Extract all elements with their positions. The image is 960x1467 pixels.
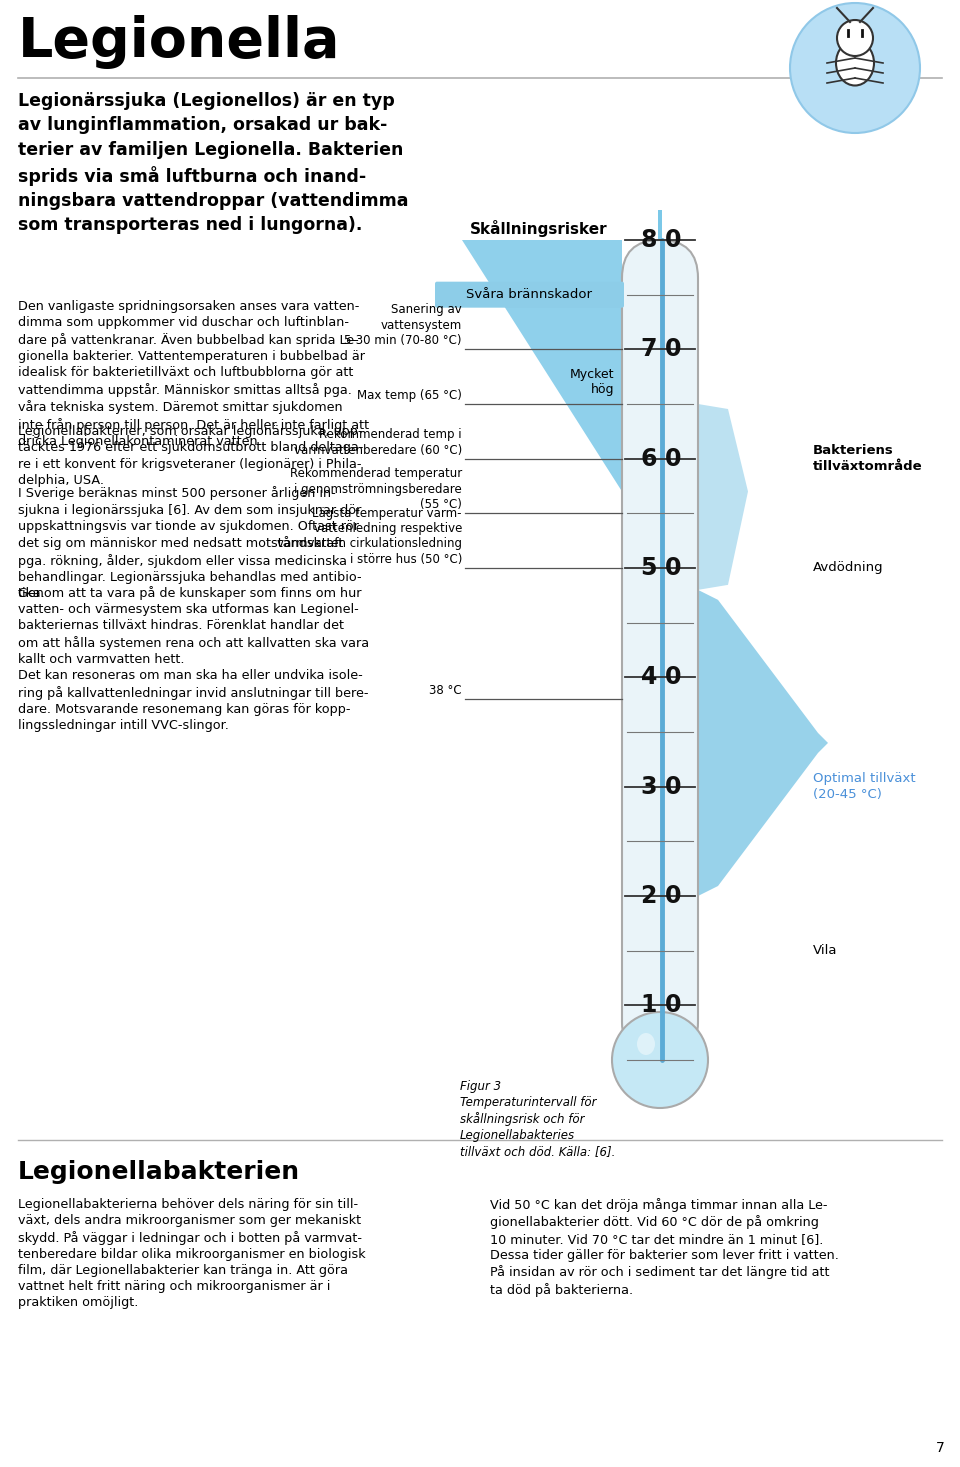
Text: 1: 1: [640, 993, 657, 1017]
Text: 7: 7: [936, 1441, 945, 1455]
Text: 0: 0: [665, 227, 682, 252]
Text: 8: 8: [640, 227, 657, 252]
Text: Bakteriens
tillväxtområde: Bakteriens tillväxtområde: [813, 445, 923, 474]
Circle shape: [612, 1012, 708, 1108]
Text: Legionärssjuka (Legionellos) är en typ
av lunginflammation, orsakad ur bak-
teri: Legionärssjuka (Legionellos) är en typ a…: [18, 92, 409, 235]
Text: 0: 0: [665, 993, 682, 1017]
Text: 6: 6: [640, 446, 657, 471]
Text: I Sverige beräknas minst 500 personer årligen in-
sjukna i legionärssjuka [6]. A: I Sverige beräknas minst 500 personer år…: [18, 487, 362, 600]
Text: ~: ~: [839, 41, 872, 79]
Text: /: /: [838, 37, 848, 65]
Text: Figur 3
Temperaturintervall för
skållningsrisk och för
Legionellabakteries
tillv: Figur 3 Temperaturintervall för skållnin…: [460, 1080, 615, 1159]
Text: Lägsta temperatur varm-
vattenledning respektive
varmvatten cirkulationsledning
: Lägsta temperatur varm- vattenledning re…: [277, 506, 462, 566]
Text: Legionellabakterierna behöver dels näring för sin till-
växt, dels andra mikroor: Legionellabakterierna behöver dels närin…: [18, 1199, 366, 1310]
Text: Max temp (65 °C): Max temp (65 °C): [357, 389, 462, 402]
Text: Legionella: Legionella: [18, 15, 341, 69]
Text: Rekommenderad temp i
varmvattenberedare (60 °C): Rekommenderad temp i varmvattenberedare …: [294, 428, 462, 456]
Ellipse shape: [637, 1033, 655, 1055]
Text: 5: 5: [640, 556, 657, 579]
Polygon shape: [462, 241, 622, 491]
Text: 0: 0: [665, 337, 682, 361]
Text: Sanering av
vattensystem
5-30 min (70-80 °C): Sanering av vattensystem 5-30 min (70-80…: [345, 304, 462, 348]
FancyBboxPatch shape: [435, 282, 624, 308]
Text: Vila: Vila: [813, 945, 837, 956]
Text: 2: 2: [640, 885, 657, 908]
Bar: [658, 210, 662, 241]
Text: Legionellabakterien: Legionellabakterien: [18, 1160, 300, 1184]
Ellipse shape: [836, 41, 874, 85]
Text: 38 °C: 38 °C: [429, 684, 462, 697]
Text: Optimal tillväxt
(20-45 °C): Optimal tillväxt (20-45 °C): [813, 772, 916, 801]
Text: Svåra brännskador: Svåra brännskador: [467, 288, 592, 301]
Text: Den vanligaste spridningsorsaken anses vara vatten-
dimma som uppkommer vid dusc: Den vanligaste spridningsorsaken anses v…: [18, 299, 370, 447]
Text: 3: 3: [640, 775, 657, 798]
Text: 0: 0: [665, 446, 682, 471]
Text: Avdödning: Avdödning: [813, 562, 883, 575]
Text: Mycket
hög: Mycket hög: [569, 368, 614, 396]
Text: 4: 4: [640, 666, 657, 689]
Text: 7: 7: [640, 337, 657, 361]
Text: 0: 0: [665, 666, 682, 689]
Circle shape: [837, 21, 873, 56]
Polygon shape: [698, 590, 828, 896]
Text: Skållningsrisker: Skållningsrisker: [470, 220, 608, 238]
Polygon shape: [698, 403, 748, 590]
Text: \: \: [862, 37, 872, 65]
Text: Rekommenderad temperatur
i genomströmningsberedare
(55 °C): Rekommenderad temperatur i genomströmnin…: [290, 468, 462, 512]
Text: Legionellabakterier, som orsakar legionärssjuka, upp-
täcktes 1976 efter ett sju: Legionellabakterier, som orsakar legionä…: [18, 425, 364, 487]
FancyBboxPatch shape: [622, 241, 698, 1061]
Text: 0: 0: [665, 885, 682, 908]
Text: Vid 50 °C kan det dröja många timmar innan alla Le-
gionellabakterier dött. Vid : Vid 50 °C kan det dröja många timmar inn…: [490, 1199, 839, 1297]
Text: 0: 0: [665, 775, 682, 798]
Circle shape: [790, 3, 920, 133]
Text: 0: 0: [665, 556, 682, 579]
Text: Genom att ta vara på de kunskaper som finns om hur
vatten- och värmesystem ska u: Genom att ta vara på de kunskaper som fi…: [18, 585, 370, 732]
